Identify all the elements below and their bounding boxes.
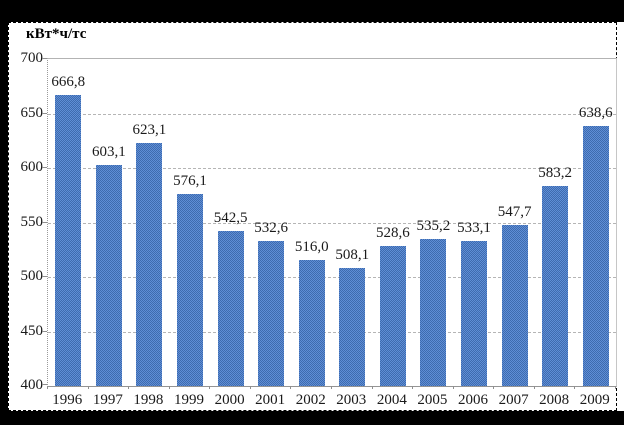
gridline (48, 168, 616, 169)
x-axis-tick-mark (290, 386, 292, 389)
y-axis-tick-label: 500 (20, 268, 44, 284)
gridline (48, 222, 616, 224)
x-axis-tick-label: 2007 (498, 392, 529, 408)
bar-value-label: 623,1 (132, 121, 167, 138)
bar-2009 (582, 125, 609, 386)
gridline (48, 277, 616, 278)
bar-value-label: 547,7 (497, 204, 532, 221)
gridline (48, 331, 616, 333)
bar-2006 (461, 240, 487, 386)
x-axis-tick-label: 2003 (336, 392, 367, 408)
bar-1997 (95, 164, 122, 386)
y-axis-tick-mark (42, 167, 47, 168)
x-axis-tick-label: 2009 (579, 392, 610, 408)
bar-2004 (379, 245, 406, 386)
bar-value-label: 576,1 (173, 173, 207, 190)
bar-2008 (542, 186, 569, 386)
y-axis-tick-mark (42, 112, 47, 114)
y-axis-tick-mark (42, 221, 47, 223)
x-axis-tick-label: 2006 (458, 392, 488, 408)
bar-2002 (298, 259, 325, 386)
bar-2007 (501, 225, 528, 386)
x-axis-tick-mark (452, 386, 454, 389)
bar-value-label: 516,0 (294, 238, 329, 255)
bar-1999 (177, 194, 203, 386)
bar-value-label: 528,6 (375, 224, 410, 241)
x-axis-tick-mark (493, 386, 495, 389)
gridline (48, 113, 616, 115)
y-axis-unit-label: кВт*ч/тс (26, 26, 87, 42)
x-axis-tick-label: 2004 (376, 392, 407, 408)
x-axis-tick-label: 2000 (214, 392, 245, 408)
x-axis-tick-label: 1997 (92, 392, 123, 408)
x-axis-tick-mark (209, 386, 211, 389)
bar-value-label: 638,6 (578, 104, 613, 121)
bar-value-label: 542,5 (213, 209, 248, 226)
bar-1998 (136, 142, 163, 386)
x-axis-tick-label: 2005 (417, 392, 448, 408)
x-axis-tick-mark (371, 386, 373, 389)
x-axis-tick-label: 1998 (133, 392, 164, 408)
x-axis-tick-mark (128, 386, 130, 389)
bar-value-label: 535,2 (416, 217, 451, 234)
y-axis-tick-label: 650 (20, 104, 44, 121)
bar-2005 (420, 238, 447, 386)
x-axis-tick-mark (87, 386, 89, 389)
x-axis-tick-mark (412, 386, 414, 389)
x-axis-tick-label: 2008 (539, 392, 570, 408)
x-axis-tick-mark (533, 386, 535, 389)
y-axis-tick-label: 400 (20, 377, 44, 393)
bar-value-label: 603,1 (91, 143, 126, 160)
x-axis-tick-mark (168, 386, 170, 389)
y-axis-tick-mark (42, 58, 47, 59)
y-axis-tick-label: 700 (20, 50, 44, 66)
x-axis-tick-mark (249, 386, 251, 389)
bar-value-label: 666,8 (51, 74, 86, 91)
bar-value-label: 533,1 (457, 219, 491, 236)
x-axis-tick-mark (574, 386, 576, 389)
y-axis-tick-mark (42, 276, 47, 277)
bar-2001 (258, 241, 285, 386)
y-axis-tick-label: 600 (20, 159, 44, 175)
bar-2000 (217, 230, 244, 386)
y-axis-tick-mark (42, 330, 47, 332)
x-axis-tick-mark (47, 386, 48, 389)
chart-image[interactable]: кВт*ч/тс 666,8 603,1 623,1 576,1 542,5 532,6 5… (8, 22, 617, 411)
x-axis-tick-label: 1999 (174, 392, 204, 408)
x-axis-tick-label: 2001 (255, 392, 286, 408)
y-axis-tick-label: 550 (20, 213, 44, 230)
bar-2003 (339, 268, 366, 386)
x-axis-tick-mark (331, 386, 332, 389)
plot-area: 666,8 603,1 623,1 576,1 542,5 532,6 516,0 508,1… (47, 58, 617, 387)
y-axis-tick-mark (42, 384, 47, 385)
bar-value-label: 532,6 (254, 220, 289, 237)
x-axis-tick-label: 1996 (52, 392, 83, 408)
bar-value-label: 583,2 (538, 165, 573, 182)
x-axis-tick-mark (615, 386, 616, 389)
x-axis-tick-label: 2002 (295, 392, 326, 408)
y-axis-tick-label: 450 (20, 322, 44, 339)
bar-1996 (55, 95, 82, 386)
bar-value-label: 508,1 (335, 247, 370, 264)
